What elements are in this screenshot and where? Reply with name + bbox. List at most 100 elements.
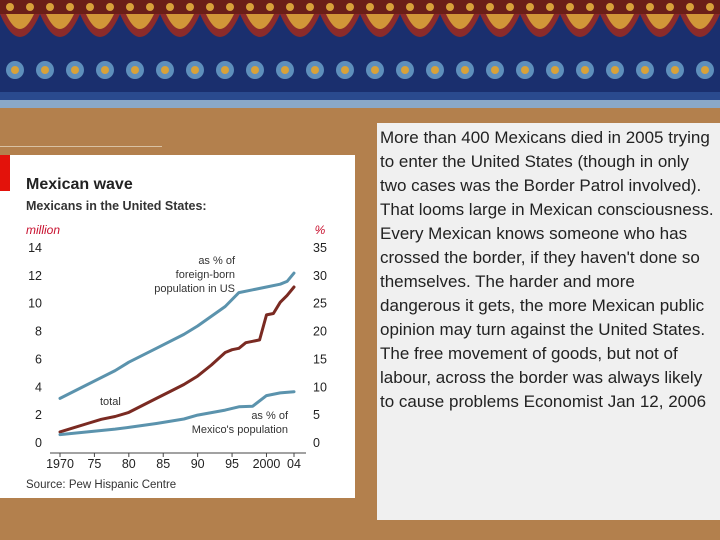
- left-tick-label: 12: [28, 269, 42, 283]
- mosaic-rosette-center: [131, 66, 139, 74]
- mosaic-bead: [26, 3, 34, 11]
- left-axis: 0 2 4 6 8 10 12 14: [28, 241, 42, 450]
- mosaic-bead: [646, 3, 654, 11]
- label-foreign-born-3: population in US: [154, 283, 235, 295]
- mosaic-scallop-inner: [166, 14, 194, 29]
- mosaic-bottom-edge: [0, 100, 720, 108]
- mosaic-scallop-inner: [606, 14, 634, 29]
- label-foreign-born-2: foreign-born: [176, 269, 235, 281]
- mosaic-rosette-center: [371, 66, 379, 74]
- mosaic-bead: [266, 3, 274, 11]
- mosaic-bead: [86, 3, 94, 11]
- mosaic-scallop-inner: [566, 14, 594, 29]
- left-tick-label: 8: [35, 325, 42, 339]
- mosaic-rosette-center: [221, 66, 229, 74]
- mosaic-rosette-center: [611, 66, 619, 74]
- mosaic-rosette-center: [671, 66, 679, 74]
- series-line-total: [58, 285, 296, 434]
- mosaic-scallop-inner: [46, 14, 74, 29]
- mosaic-scallop-inner: [646, 14, 674, 29]
- mosaic-lower-band: [0, 92, 720, 100]
- mosaic-rosette-center: [431, 66, 439, 74]
- mosaic-scallop-inner: [246, 14, 274, 29]
- mosaic-scallop-inner: [486, 14, 514, 29]
- mosaic-scallop-inner: [206, 14, 234, 29]
- mosaic-bead: [66, 3, 74, 11]
- left-tick-label: 10: [28, 297, 42, 311]
- x-axis: 1970 75 80 85 90 95 2000 04: [46, 452, 306, 471]
- mosaic-bead: [426, 3, 434, 11]
- mosaic-bead: [546, 3, 554, 11]
- mosaic-top-band: [0, 0, 720, 14]
- text-panel: More than 400 Mexicans died in 2005 tryi…: [377, 123, 720, 520]
- series-line-foreign-born-share: [58, 271, 296, 400]
- series-line-mexico-share: [58, 390, 296, 437]
- mosaic-bead: [506, 3, 514, 11]
- mosaic-bead: [526, 3, 534, 11]
- label-mexico-2: Mexico's population: [192, 424, 288, 436]
- chart-title: Mexican wave: [26, 176, 133, 193]
- mosaic-rosette-center: [71, 66, 79, 74]
- mosaic-rosette-center: [101, 66, 109, 74]
- mosaic-scallop-inner: [126, 14, 154, 29]
- mosaic-rosette-center: [491, 66, 499, 74]
- x-tick-label: 2000: [253, 457, 281, 471]
- right-tick-label: 0: [313, 436, 320, 450]
- left-tick-label: 4: [35, 380, 42, 394]
- mosaic-rosette-center: [11, 66, 19, 74]
- mosaic-bead: [246, 3, 254, 11]
- label-total: total: [100, 396, 121, 408]
- mosaic-scallop-inner: [366, 14, 394, 29]
- mosaic-bead: [166, 3, 174, 11]
- right-tick-label: 10: [313, 380, 327, 394]
- mosaic-bead: [306, 3, 314, 11]
- mosaic-bead: [346, 3, 354, 11]
- mosaic-banner: [0, 0, 720, 108]
- chart-subtitle: Mexicans in the United States:: [26, 199, 207, 213]
- left-tick-label: 14: [28, 241, 42, 255]
- mosaic-rosette-center: [521, 66, 529, 74]
- mosaic-bead: [6, 3, 14, 11]
- mexican-wave-chart: Mexican wave Mexicans in the United Stat…: [0, 155, 327, 491]
- x-tick-label: 04: [287, 457, 301, 471]
- mosaic-bead: [186, 3, 194, 11]
- mosaic-rosette-center: [551, 66, 559, 74]
- left-tick-label: 0: [35, 436, 42, 450]
- mosaic-bead: [386, 3, 394, 11]
- right-tick-label: 15: [313, 352, 327, 366]
- chart-panel: Mexican wave Mexicans in the United Stat…: [0, 155, 355, 498]
- mosaic-rosette-center: [581, 66, 589, 74]
- mosaic-bead: [446, 3, 454, 11]
- mosaic-bead: [46, 3, 54, 11]
- label-mexico-1: as % of: [251, 410, 289, 422]
- mosaic-rosette-center: [191, 66, 199, 74]
- chart-source: Source: Pew Hispanic Centre: [26, 479, 176, 491]
- mosaic-rosette-center: [281, 66, 289, 74]
- mosaic-bead: [406, 3, 414, 11]
- mosaic-bead: [366, 3, 374, 11]
- label-foreign-born-1: as % of: [198, 255, 236, 267]
- mosaic-bead: [286, 3, 294, 11]
- x-tick-label: 85: [156, 457, 170, 471]
- mosaic-bead: [566, 3, 574, 11]
- mosaic-rosette-center: [161, 66, 169, 74]
- mosaic-rosette-center: [701, 66, 709, 74]
- mosaic-bead: [626, 3, 634, 11]
- mosaic-scallop-inner: [686, 14, 714, 29]
- mosaic-bead: [486, 3, 494, 11]
- mosaic-bead: [466, 3, 474, 11]
- series-lines: [58, 271, 296, 437]
- x-tick-label: 90: [191, 457, 205, 471]
- mosaic-scallop-inner: [446, 14, 474, 29]
- x-tick-label: 95: [225, 457, 239, 471]
- mosaic-scallop-inner: [526, 14, 554, 29]
- mosaic-bead: [206, 3, 214, 11]
- mosaic-bead: [686, 3, 694, 11]
- mosaic-bead: [326, 3, 334, 11]
- mosaic-rosette-center: [401, 66, 409, 74]
- mosaic-bead: [606, 3, 614, 11]
- mosaic-bead: [706, 3, 714, 11]
- right-tick-label: 20: [313, 325, 327, 339]
- mosaic-bead: [666, 3, 674, 11]
- mosaic-rosette-center: [641, 66, 649, 74]
